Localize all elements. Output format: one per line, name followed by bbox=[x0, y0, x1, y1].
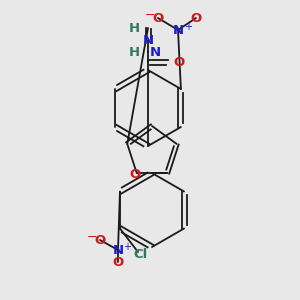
Text: −: − bbox=[87, 230, 97, 244]
Text: O: O bbox=[94, 233, 106, 247]
Text: O: O bbox=[112, 256, 124, 268]
Text: +: + bbox=[123, 242, 131, 252]
Text: H: H bbox=[129, 22, 140, 34]
Text: Cl: Cl bbox=[133, 248, 147, 260]
Text: N: N bbox=[112, 244, 124, 256]
Text: N: N bbox=[172, 23, 184, 37]
Text: O: O bbox=[152, 11, 164, 25]
Text: O: O bbox=[129, 167, 140, 181]
Text: O: O bbox=[173, 56, 184, 68]
Text: H: H bbox=[129, 46, 140, 59]
Text: O: O bbox=[190, 11, 202, 25]
Text: N: N bbox=[150, 46, 161, 59]
Text: +: + bbox=[184, 22, 192, 32]
Text: N: N bbox=[142, 34, 154, 46]
Text: −: − bbox=[145, 8, 155, 22]
